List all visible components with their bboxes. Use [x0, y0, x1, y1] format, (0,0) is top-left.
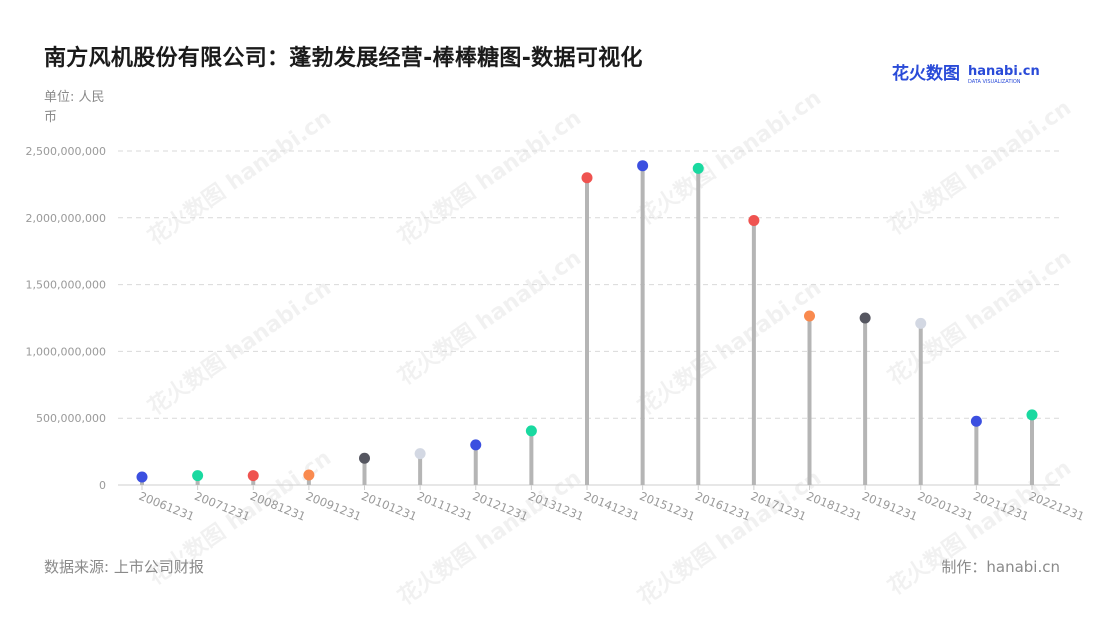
x-tick-label: 20171231: [749, 489, 809, 524]
chart-title: 南方风机股份有限公司：蓬勃发展经营-棒棒糖图-数据可视化: [44, 46, 643, 71]
lollipop-dot: [970, 415, 982, 427]
lollipop-dot: [804, 310, 815, 322]
brand-logo[interactable]: 花火数图 hanabi.cn DATA VISUALIZATION: [892, 60, 1042, 85]
lollipop-dot: [192, 470, 204, 482]
lollipop-dot: [1026, 409, 1038, 421]
lollipop-dot: [581, 172, 593, 184]
lollipop-dot: [915, 317, 927, 329]
x-tick-label: 20181231: [804, 489, 864, 524]
lollipop-dot: [525, 425, 537, 437]
lollipop-dot: [859, 312, 871, 324]
lollipop-dot: [470, 439, 482, 451]
source-label: 数据来源: 上市公司财报: [44, 558, 204, 576]
x-tick-label: 20081231: [248, 489, 308, 524]
x-tick-label: 20101231: [359, 489, 419, 524]
lollipop-dot: [748, 214, 760, 226]
lollipop-dot: [359, 452, 370, 464]
x-tick-label: 20131231: [526, 489, 586, 524]
lollipop-dot: [136, 471, 148, 483]
lollipop-dot: [303, 469, 315, 481]
y-tick-label: 2,500,000,000: [26, 145, 106, 158]
y-tick-label: 500,000,000: [36, 412, 106, 425]
x-tick-label: 20091231: [304, 489, 364, 524]
x-tick-label: 20061231: [137, 489, 197, 524]
brand-logo-cn: 花火数图: [892, 63, 960, 84]
y-tick-label: 1,000,000,000: [26, 345, 106, 358]
lollipop-dot: [247, 470, 259, 482]
y-axis: 0 500,000,000 1,000,000,000 1,500,000,000 2,…: [26, 145, 106, 492]
x-tick-label: 20201231: [916, 489, 976, 524]
lollipop-dot: [637, 160, 649, 172]
brand-logo-en: hanabi.cn: [968, 64, 1040, 79]
x-tick-label: 20191231: [860, 489, 920, 524]
x-tick-label: 20071231: [193, 489, 253, 524]
x-axis: 2006123120071231200812312009123120101231…: [118, 484, 1087, 524]
x-tick-label: 20151231: [638, 489, 698, 524]
x-tick-label: 20221231: [1027, 489, 1087, 524]
x-tick-label: 20121231: [471, 489, 531, 524]
x-tick-label: 20161231: [693, 489, 753, 524]
maker-label: 制作：hanabi.cn: [941, 558, 1060, 576]
y-tick-label: 0: [99, 479, 106, 492]
lollipop-dot: [414, 448, 426, 460]
x-tick-label: 20141231: [582, 489, 642, 524]
y-tick-label: 1,500,000,000: [26, 279, 106, 292]
lollipop-dot: [692, 162, 704, 174]
x-tick-label: 20111231: [415, 489, 475, 524]
y-tick-label: 2,000,000,000: [26, 212, 106, 225]
unit-label: 单位: 人民币: [44, 90, 105, 125]
x-tick-label: 20211231: [971, 489, 1031, 524]
lollipop-marks: [136, 160, 1038, 485]
brand-logo-sub: DATA VISUALIZATION: [968, 79, 1021, 85]
